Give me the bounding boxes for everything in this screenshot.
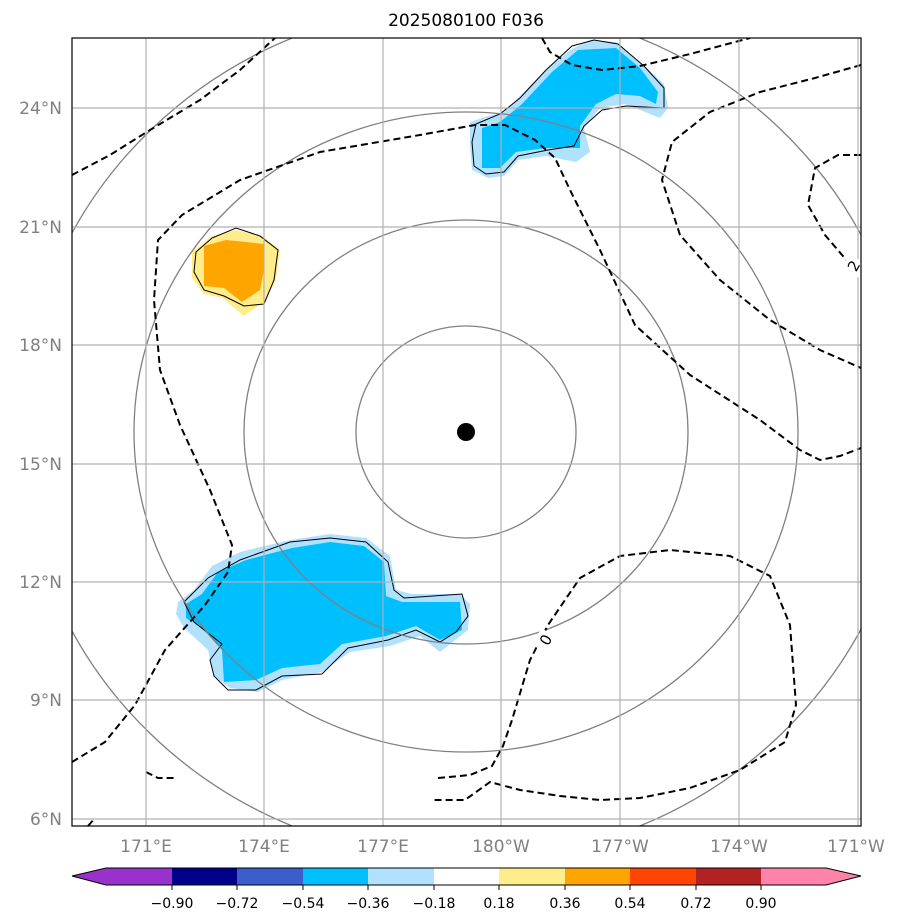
positive-region-inner xyxy=(204,240,264,302)
map-title: 2025080100 F036 xyxy=(388,11,544,31)
thin-contour-north xyxy=(471,39,665,175)
longitude-axis: 171°E 174°E 177°E 180°W 177°W 174°W 171°… xyxy=(120,837,885,857)
lon-label-180w: 180°W xyxy=(472,837,530,857)
colorbar-segment-11 xyxy=(761,868,827,885)
shaded-field xyxy=(176,40,668,692)
contour-label-zero-bg xyxy=(533,628,559,652)
colorbar-label-2: −0.72 xyxy=(216,896,259,912)
range-ring-3 xyxy=(133,111,799,753)
storm-center-marker xyxy=(457,423,475,441)
lon-label-177e: 177°E xyxy=(357,837,409,857)
colorbar-segment-3 xyxy=(237,868,304,885)
colorbar-extend-low xyxy=(72,868,107,885)
colorbar-segment-1 xyxy=(106,868,173,885)
map-frame xyxy=(71,37,862,827)
graticule xyxy=(72,38,861,826)
lat-label-12n: 12°N xyxy=(19,573,62,593)
colorbar-label-7: 0.36 xyxy=(549,896,580,912)
colorbar: −0.90 −0.72 −0.54 −0.36 −0.18 0.18 0.36 … xyxy=(71,867,862,912)
lat-label-21n: 21°N xyxy=(19,218,62,238)
colorbar-label-8: 0.54 xyxy=(614,896,645,912)
colorbar-outline xyxy=(71,867,862,886)
dashed-contour-sw-edge xyxy=(87,817,96,826)
colorbar-segment-10 xyxy=(696,868,762,885)
lat-label-18n: 18°N xyxy=(19,336,62,356)
colorbar-label-1: −0.90 xyxy=(151,896,194,912)
colorbar-label-9: 0.72 xyxy=(680,896,711,912)
lat-label-24n: 24°N xyxy=(19,99,62,119)
colorbar-label-3: −0.54 xyxy=(282,896,325,912)
range-ring-2 xyxy=(243,219,689,645)
dashed-contour-south-loop xyxy=(432,548,798,802)
colorbar-segment-7 xyxy=(499,868,566,885)
lon-label-177w: 177°W xyxy=(591,837,649,857)
colorbar-label-4: −0.36 xyxy=(347,896,390,912)
colorbar-segment-8 xyxy=(565,868,631,885)
dashed-contour-nw-diagonal xyxy=(72,38,276,176)
lon-label-171e: 171°E xyxy=(120,837,172,857)
lon-label-174w: 174°W xyxy=(710,837,768,857)
lat-label-15n: 15°N xyxy=(19,455,62,475)
dashed-contour-east-curve xyxy=(660,64,861,369)
colorbar-label-5: −0.18 xyxy=(413,896,456,912)
colorbar-segment-4 xyxy=(303,868,369,885)
contour-labels: 0 2 xyxy=(533,254,861,652)
colorbar-label-10: 0.90 xyxy=(745,896,776,912)
dashed-contour-west-loop xyxy=(72,124,861,763)
colorbar-extend-high xyxy=(826,868,861,885)
dashed-contours xyxy=(72,38,861,826)
range-rings xyxy=(72,38,861,826)
colorbar-label-6: 0.18 xyxy=(483,896,514,912)
colorbar-segment-2 xyxy=(172,868,238,885)
colorbar-segment-5 xyxy=(368,868,435,885)
contour-label-two-bg xyxy=(841,254,861,278)
lon-label-174e: 174°E xyxy=(238,837,290,857)
lat-label-6n: 6°N xyxy=(30,810,62,830)
colorbar-segment-6 xyxy=(434,868,500,885)
lat-label-9n: 9°N xyxy=(30,691,62,711)
dashed-contour-top-right xyxy=(541,38,751,72)
range-ring-1 xyxy=(355,325,577,539)
dashed-contour-sw-tick xyxy=(145,771,176,779)
thin-contour-positive xyxy=(193,227,279,307)
lon-label-171w: 171°W xyxy=(827,837,885,857)
latitude-axis: 24°N 21°N 18°N 15°N 12°N 9°N 6°N xyxy=(19,99,62,830)
colorbar-segment-9 xyxy=(630,868,697,885)
negative-region-south-inner xyxy=(186,542,462,682)
map-panel: 0 2 xyxy=(71,37,862,827)
